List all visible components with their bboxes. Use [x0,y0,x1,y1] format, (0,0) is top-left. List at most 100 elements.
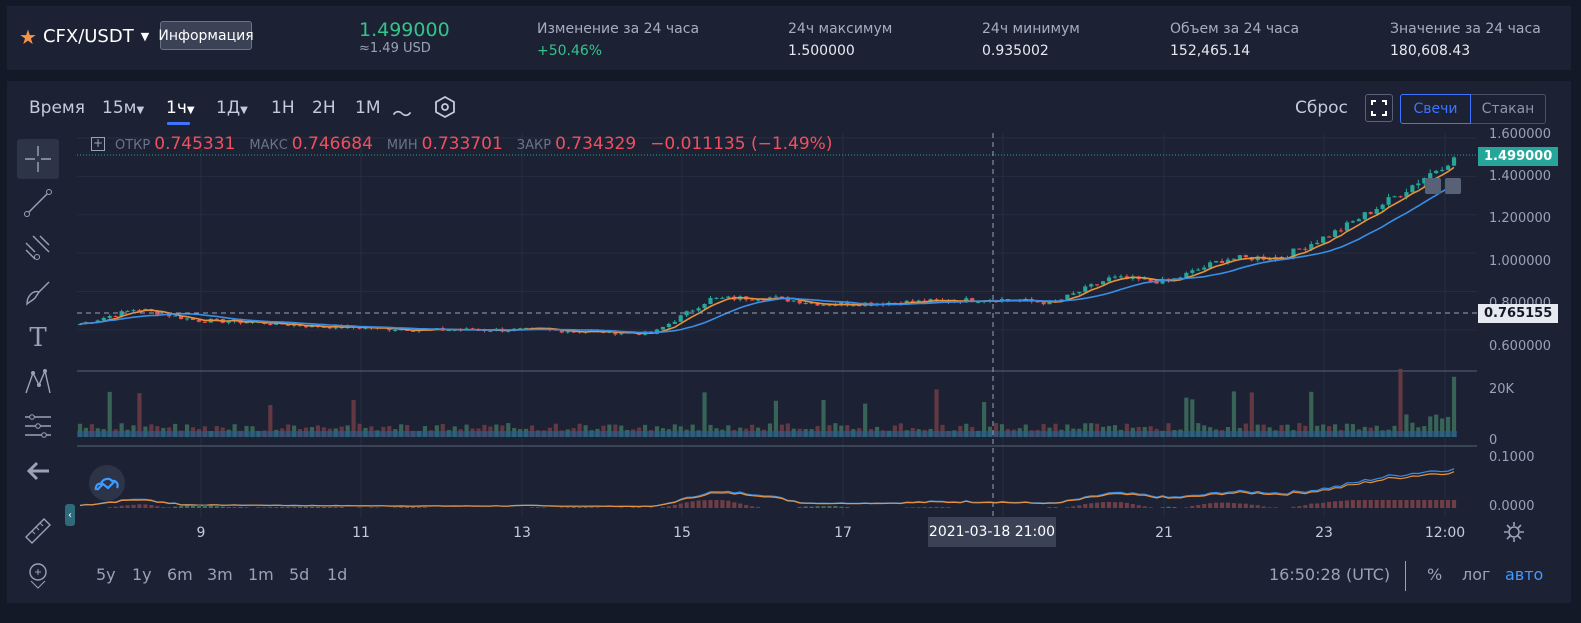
macd-histogram-bar [315,506,320,508]
price-plot[interactable] [77,133,1477,545]
percent-scale-toggle[interactable]: % [1427,565,1443,584]
macd-tick: 0.0000 [1489,499,1535,514]
ohlc-open: 0.745331 [154,134,236,154]
view-switch: Свечи Стакан [1400,94,1546,124]
fullscreen-icon [1371,100,1387,116]
candle-body [155,310,160,315]
ruler-tool[interactable] [17,511,59,551]
macd-histogram-bar [1225,502,1231,508]
candle-body [268,323,273,325]
ohlc-legend: + ОТКР 0.745331 МАКС 0.746684 МИН 0.733701 … [91,134,842,154]
macd-histogram-bar [1231,503,1237,508]
range-6m[interactable]: 6m [167,565,193,584]
pitchfork-tool[interactable] [17,228,59,268]
macd-histogram-bar [815,506,820,508]
candle-body [1112,276,1118,278]
stat-value: +50.46% [537,43,603,59]
macd-histogram-bar [755,506,761,508]
caret-down-icon[interactable]: ▼ [140,30,150,43]
brush-tool[interactable] [17,273,59,313]
stat-label: Изменение за 24 часа [537,21,700,37]
utc-clock[interactable]: 16:50:28 (UTC) [1269,565,1391,584]
crosshair-tool[interactable] [17,139,59,179]
range-5d[interactable]: 5d [289,565,310,584]
magnet-tool[interactable] [17,556,59,596]
volume-bar [1321,424,1326,437]
range-1y[interactable]: 1y [132,565,152,584]
drawing-tools: T [7,131,70,603]
trendline-tool[interactable] [17,183,59,223]
volume-bar [119,423,124,437]
stat-value: 0.935002 [982,43,1049,59]
settings-hex-icon[interactable] [433,95,457,123]
macd-histogram-bar [833,505,838,508]
range-1m[interactable]: 1m [248,565,274,584]
macd-histogram-bar [845,507,850,508]
interval-1w[interactable]: 1Н [271,98,295,118]
candle-body [1362,212,1367,220]
watermark-logo-icon [89,465,125,501]
macd-histogram-bar [678,503,683,508]
stat-volume: Объем за 24 часа 152,465.14 [1170,20,1299,61]
macd-histogram-bar [196,504,202,508]
favorite-star-icon[interactable]: ★ [19,24,37,49]
auto-scale-toggle[interactable]: авто [1505,565,1544,584]
signal-line [79,471,1455,508]
price-tick: 1.000000 [1489,254,1552,269]
volume-bar [1350,424,1355,437]
candle-body [1267,259,1272,261]
range-3m[interactable]: 3m [207,565,233,584]
chart-settings-gear-icon[interactable] [1503,521,1525,547]
pattern-tool[interactable] [17,362,59,402]
fib-tool[interactable] [17,406,59,446]
macd-histogram-bar [131,504,136,508]
macd-histogram-bar [1077,505,1082,508]
macd-histogram-bar [333,507,338,508]
back-tool[interactable] [17,451,59,491]
candle-body [524,327,529,329]
volume-bar [89,424,94,437]
candle-body [1202,267,1207,270]
log-scale-toggle[interactable]: лог [1462,565,1491,584]
info-button[interactable]: Информация [158,21,254,50]
time-axis[interactable]: 9 11 13 15 17 21 23 12:00 [77,517,1477,547]
candle-body [393,329,398,331]
stat-value: 180,608.43 [1390,43,1471,59]
macd-histogram-bar [565,507,570,508]
interval-1h[interactable]: 1ч▼ [166,98,195,125]
pair-selector[interactable]: ★ CFX/USDT ▼ [19,26,149,47]
range-1d[interactable]: 1d [327,565,348,584]
candle-body [1083,286,1088,292]
indicator-wave-icon[interactable]: 〜 [392,102,412,126]
macd-histogram-bar [416,507,422,508]
tab-depth[interactable]: Стакан [1471,94,1546,124]
macd-histogram-bar [1219,502,1225,508]
interval-15m[interactable]: 15м▼ [102,98,144,118]
text-tool[interactable]: T [17,318,59,358]
interval-1d[interactable]: 1Д▼ [216,98,248,118]
range-5y[interactable]: 5y [96,565,116,584]
tab-candles[interactable]: Свечи [1400,94,1471,124]
candle-body [77,324,83,326]
macd-histogram-bar [327,507,332,508]
macd-histogram-bar [369,507,374,508]
candle-body [131,310,136,312]
interval-2w[interactable]: 2Н [312,98,336,118]
pattern-icon [25,368,51,394]
volume-bar [77,423,83,437]
interval-label: 1ч [166,98,187,118]
candle-body [1440,169,1445,171]
macd-histogram-bar [256,507,261,508]
collapse-toolbar-icon[interactable]: ‹ [65,504,75,526]
interval-1mo[interactable]: 1М [355,98,381,118]
macd-histogram-bar [940,507,945,508]
candle-body [1327,236,1332,238]
fullscreen-button[interactable] [1365,94,1393,122]
macd-histogram-bar [1315,503,1320,508]
expand-legend-icon[interactable]: + [91,136,105,151]
macd-histogram-bar [262,507,267,508]
volume-bar [1065,424,1070,437]
price-axis[interactable]: 1.600000 1.499000 1.400000 1.200000 1.00… [1477,127,1571,545]
reset-button[interactable]: Сброс [1295,98,1348,118]
macd-histogram-bar [1249,504,1254,508]
